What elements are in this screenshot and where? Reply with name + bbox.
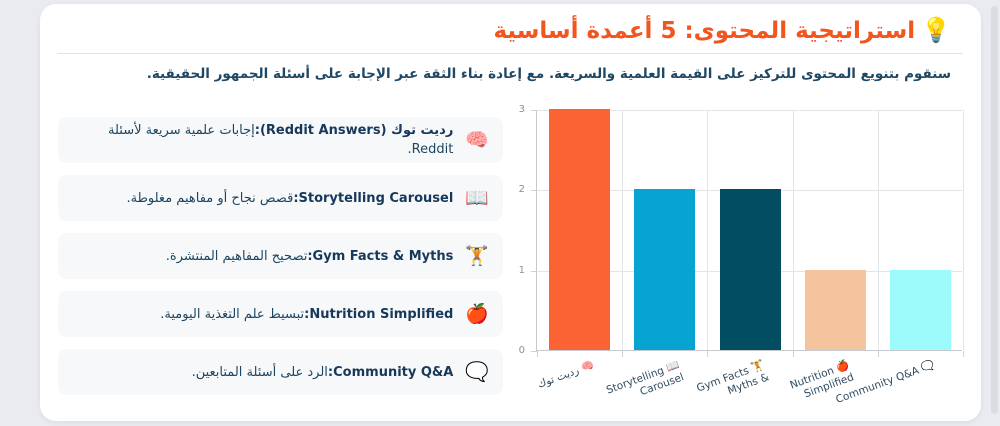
list-item-community-qa: 🗨️ Community Q&A:الرد على أسئلة المتابعي…: [58, 349, 503, 395]
y-axis-tick-label: 2: [518, 184, 525, 196]
content-card: 💡استراتيجية المحتوى: 5 أعمدة أساسية سنقو…: [40, 4, 981, 421]
pillar-desc: تصحيح المفاهيم المنتشرة.: [165, 248, 308, 264]
y-axis-tick: [531, 110, 537, 111]
y-axis-tick: [531, 270, 537, 272]
pillar-name: رديت توك (Reddit Answers):: [254, 123, 454, 138]
pillar-desc: قصص نجاح أو مفاهيم مغلوطة.: [126, 190, 294, 206]
apple-icon: 🍎: [465, 302, 489, 325]
weightlifter-icon: 🏋️: [465, 244, 489, 267]
pillar-name: Gym Facts & Myths:: [307, 248, 454, 264]
list-item-reddit-answers: 🧠 رديت توك (Reddit Answers):إجابات علمية…: [58, 117, 503, 163]
pillar-name: Nutrition Simplified:: [304, 306, 454, 322]
pillar-desc: تبسيط علم التغذية اليومية.: [160, 306, 305, 322]
bar: [549, 109, 611, 350]
bar: [719, 189, 781, 350]
y-axis-tick-label: 0: [518, 345, 525, 356]
x-axis-tick: [877, 351, 879, 357]
subtitle: سنقوم بتنويع المحتوى للتركيز على القيمة …: [146, 66, 951, 82]
x-gridline: [792, 110, 794, 350]
y-axis-tick: [531, 190, 537, 192]
x-axis-tick: [537, 351, 538, 357]
card-header: 💡استراتيجية المحتوى: 5 أعمدة أساسية: [70, 12, 951, 49]
list-item-nutrition-simplified: 🍎 Nutrition Simplified:تبسيط علم التغذية…: [58, 291, 503, 337]
x-axis-tick: [622, 351, 624, 357]
bar-chart-plot-area: 0 1 2 3 🧠 رديت توك Storytelling 📖 Carousel Gym …: [519, 104, 964, 406]
bar: [889, 269, 951, 350]
speech-bubble-icon: 🗨️: [465, 360, 489, 383]
bar: [804, 269, 866, 350]
scrollbar-thumb[interactable]: [991, 6, 998, 414]
y-axis-tick: [531, 351, 537, 352]
list-item-text: Community Q&A:الرد على أسئلة المتابعين.: [72, 363, 454, 382]
x-axis-tick: [963, 351, 964, 357]
x-gridline: [707, 110, 709, 350]
y-gridline: [537, 110, 962, 111]
divider: [57, 53, 963, 54]
pillar-name: Community Q&A:: [327, 364, 454, 380]
x-gridline: [877, 110, 879, 350]
lightbulb-icon: 💡: [921, 16, 951, 44]
x-gridline: [622, 110, 624, 350]
list-item-text: Nutrition Simplified:تبسيط علم التغذية ا…: [72, 305, 453, 324]
pillar-desc: الرد على أسئلة المتابعين.: [191, 364, 328, 380]
pillar-desc: إجابات علمية سريعة لأسئلة Reddit.: [108, 123, 454, 157]
list-item-text: Gym Facts & Myths:تصحيح المفاهيم المنتشر…: [72, 247, 454, 266]
pillar-list: 🧠 رديت توك (Reddit Answers):إجابات علمية…: [58, 117, 503, 407]
x-axis-tick: [792, 351, 794, 357]
pillar-name: Storytelling Carousel:: [293, 190, 454, 206]
y-axis-tick-label: 1: [518, 264, 525, 276]
list-item-gym-facts-myths: 🏋️ Gym Facts & Myths:تصحيح المفاهيم المن…: [58, 233, 503, 279]
list-item-text: رديت توك (Reddit Answers):إجابات علمية س…: [72, 121, 453, 159]
page-title: 💡استراتيجية المحتوى: 5 أعمدة أساسية: [70, 12, 951, 49]
bar: [634, 189, 696, 350]
x-axis-tick: [707, 351, 709, 357]
list-item-text: Storytelling Carousel:قصص نجاح أو مفاهيم…: [72, 189, 453, 208]
x-gridline: [963, 110, 964, 350]
open-book-icon: 📖: [465, 186, 489, 209]
page-title-text: استراتيجية المحتوى: 5 أعمدة أساسية: [493, 18, 916, 44]
y-axis-tick-label: 3: [518, 104, 525, 115]
brain-icon: 🧠: [465, 128, 489, 151]
list-item-storytelling-carousel: 📖 Storytelling Carousel:قصص نجاح أو مفاه…: [58, 175, 503, 221]
